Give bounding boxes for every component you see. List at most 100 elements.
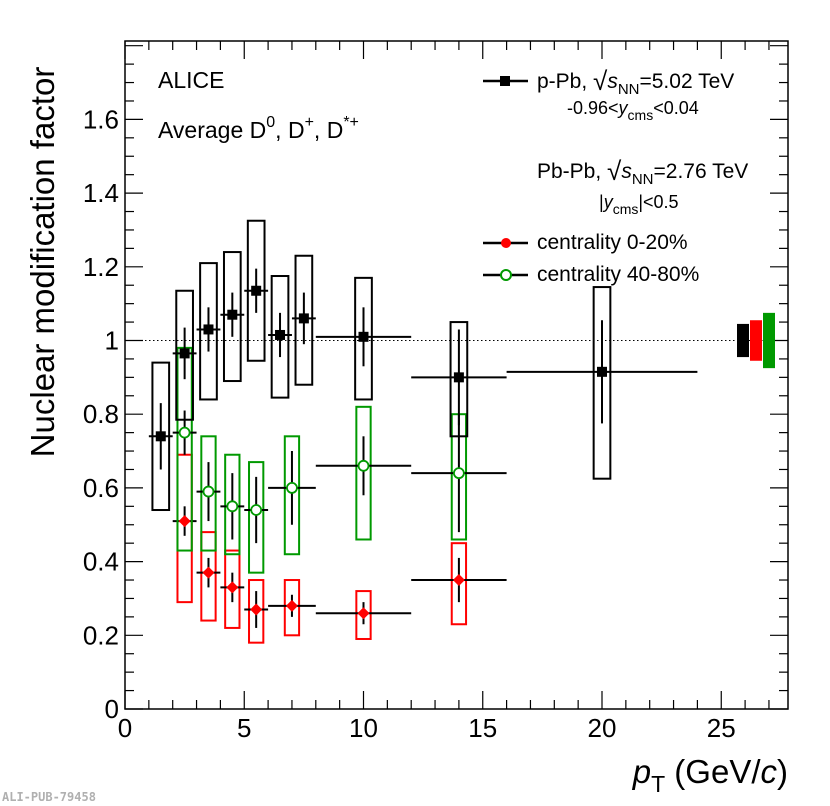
y-tick-label: 0 [105, 694, 119, 724]
species-super-d0: 0 [266, 114, 275, 131]
data-point [597, 366, 607, 377]
sys-box [199, 262, 218, 401]
legend-label-ppb: p-Pb, √sNN=5.02 TeV [537, 66, 734, 98]
data-point [178, 426, 191, 439]
y-tick-label: 0.6 [83, 473, 119, 503]
y-axis-label: Nuclear modification factor [24, 67, 61, 458]
y-tick-label: 1.4 [83, 178, 119, 208]
x-axis-label-c: c [761, 753, 778, 790]
legend-ppb-sqrt: √ [593, 66, 608, 96]
series-peripheral [172, 346, 507, 574]
sys-box [450, 542, 468, 626]
species-d-star-letter: D [327, 117, 344, 143]
legend-pbpb-rap-end: |<0.5 [638, 192, 678, 212]
legend-ppb-s: s [607, 70, 618, 93]
data-point [275, 329, 286, 340]
x-tick-label: 15 [468, 713, 497, 743]
sys-box [283, 579, 301, 637]
data-point [250, 603, 263, 616]
data-point [358, 331, 369, 342]
species-prefix: Average D [158, 117, 266, 143]
x-axis-label-p: p [632, 753, 651, 790]
species-comma-1: , [275, 117, 288, 143]
legend-ppb-energy: =5.02 TeV [639, 70, 734, 93]
legend-marker-peripheral [500, 269, 512, 281]
legend-label-central: centrality 0-20% [537, 231, 688, 254]
sys-box [592, 286, 612, 480]
data-point [251, 285, 262, 296]
plot-frame [124, 40, 789, 710]
legend-ppb-rap-end: <0.04 [653, 98, 699, 118]
y-tick-label: 1.2 [83, 252, 119, 282]
data-point [202, 485, 215, 498]
data-point [155, 431, 166, 442]
data-point [202, 566, 215, 579]
data-point [285, 599, 298, 612]
species-comma-2: , [314, 117, 327, 143]
sys-box [283, 435, 301, 556]
legend-pbpb-rap-y: y [602, 192, 614, 212]
x-tick-label: 10 [349, 713, 378, 743]
x-axis-label-close: ) [777, 753, 788, 790]
legend-ppb-nn: NN [618, 81, 640, 98]
y-tick-label: 1.6 [83, 104, 119, 134]
sys-box [355, 590, 372, 640]
legend-pbpb-rapidity: |ycms|<0.5 [599, 192, 679, 217]
legend-pbpb-rap-cms: cms [613, 201, 639, 217]
experiment-label: ALICE [158, 67, 224, 93]
data-point [452, 574, 465, 587]
legend-label-peripheral: centrality 40-80% [537, 263, 699, 286]
data-point [298, 313, 309, 324]
species-d-plus-letter: D [288, 117, 305, 143]
data-point [357, 459, 370, 472]
legend-ppb-rapidity: -0.96<ycms<0.04 [567, 98, 699, 123]
legend-ppb-rap-cms: cms [628, 107, 654, 123]
legend-pbpb-s: s [621, 160, 632, 183]
x-tick-label: 25 [707, 713, 736, 743]
legend-pbpb-rap-pre: | [599, 192, 604, 212]
data-marks [148, 219, 698, 644]
legend-pbpb-text: Pb-Pb, [537, 160, 607, 183]
axis-ticks: 0 5 10 15 20 25 0 0.2 0.4 0.6 0.8 1 1.2 1.4 1.6 [83, 41, 788, 743]
publication-id: ALI-PUB-79458 [2, 790, 96, 804]
normalization-boxes [737, 312, 775, 369]
legend-marker-central [501, 238, 511, 248]
legend-ppb-text: p-Pb, [537, 70, 593, 93]
legend-entry-peripheral: centrality 40-80% [483, 263, 699, 286]
legend-pbpb-energy: =2.76 TeV [654, 160, 749, 183]
species-super-dplus: + [305, 114, 314, 131]
legend-pbpb-title: Pb-Pb, √sNN=2.76 TeV [537, 156, 748, 188]
legend-pbpb-header: Pb-Pb, √sNN=2.76 TeV |ycms|<0.5 [537, 156, 748, 217]
legend-pbpb-sqrt: √ [607, 156, 622, 186]
x-axis-label-sub: T [651, 771, 665, 797]
data-point [203, 324, 214, 335]
sys-box [200, 531, 217, 622]
data-point [286, 481, 298, 494]
legend-entry-ppb: p-Pb, √sNN=5.02 TeV -0.96<ycms<0.04 [483, 66, 734, 123]
data-point [226, 500, 239, 513]
series-ppb [148, 219, 698, 512]
x-tick-label: 0 [118, 713, 132, 743]
sys-box [248, 579, 265, 644]
sys-box [294, 254, 314, 386]
x-axis-label: pT (GeV/c) [632, 753, 788, 797]
sys-box [354, 276, 373, 401]
x-tick-label: 20 [588, 713, 617, 743]
legend-ppb-rap-pre: -0.96< [567, 98, 619, 118]
sys-box [449, 321, 469, 438]
legend-marker-ppb [500, 76, 510, 86]
x-tick-label: 5 [237, 713, 251, 743]
sys-box [355, 405, 372, 541]
sys-box [224, 453, 241, 556]
data-point [357, 607, 370, 620]
sys-box [200, 435, 217, 552]
sys-box [175, 289, 194, 421]
series-central [172, 453, 507, 644]
sys-box [248, 461, 265, 574]
y-tick-label: 1 [105, 326, 119, 356]
norm-box [763, 312, 775, 369]
species-super-dstar: *+ [343, 114, 359, 131]
data-point [452, 467, 465, 480]
data-point [227, 309, 238, 320]
